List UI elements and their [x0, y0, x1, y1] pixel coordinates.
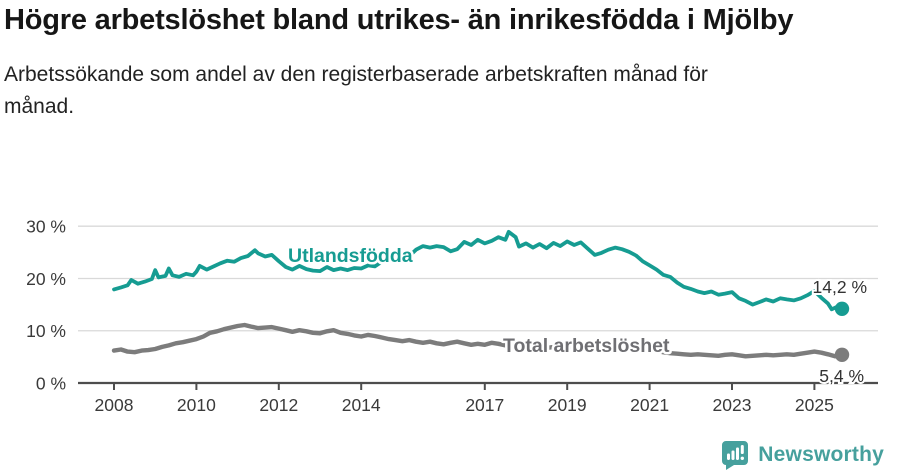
bar-large: [736, 447, 740, 460]
line-chart-canvas: 0 % 10 % 20 % 30 % 2008 2010 2012 2014 2017 2019 2…: [26, 217, 878, 415]
x-axis-tick-label: 2017: [465, 395, 504, 415]
page-title: Högre arbetslöshet bland utrikes- än inr…: [4, 4, 794, 36]
series-end-value-label: 5,4 %: [819, 366, 864, 386]
y-axis-tick-label: 0 %: [36, 374, 66, 394]
exclamation-stem: [741, 445, 745, 454]
chart-subtitle: Arbetssökande som andel av den registerb…: [4, 63, 708, 118]
y-axis-tick-label: 10 %: [26, 321, 66, 341]
speech-bubble-shape: [722, 441, 749, 470]
series-end-value-label: 14,2 %: [813, 277, 867, 297]
exclamation-dot: [740, 456, 745, 460]
x-axis-tick-label: 2021: [630, 395, 669, 415]
speech-bubble-bar-chart-icon: [722, 441, 749, 470]
series-label: Total arbetslöshet: [503, 335, 670, 357]
brand-name: Newsworthy: [758, 443, 884, 466]
y-axis-tick-label: 20 %: [26, 269, 66, 289]
x-axis-tick-label: 2023: [713, 395, 752, 415]
line-chart: 0 % 10 % 20 % 30 % 2008 2010 2012 2014 2017 2019 2…: [0, 200, 900, 430]
series-label: Utlandsfödda: [288, 245, 413, 267]
x-axis-tick-label: 2025: [795, 395, 834, 415]
y-axis-tick-label: 30 %: [26, 217, 66, 237]
x-axis-tick-label: 2010: [177, 395, 216, 415]
x-axis-tick-label: 2008: [95, 395, 134, 415]
x-axis-tick-label: 2019: [548, 395, 587, 415]
series-end-dot: [834, 301, 850, 316]
bar-medium: [731, 450, 735, 460]
x-axis-tick-label: 2014: [342, 395, 381, 415]
series-end-dot: [834, 347, 850, 362]
x-axis-tick-label: 2012: [259, 395, 298, 415]
bar-small: [727, 453, 731, 460]
series-line-total: [111, 322, 845, 359]
series-line-utlandsfodda: [112, 229, 844, 312]
chart-header: Högre arbetslöshet bland utrikes- än inr…: [4, 2, 864, 122]
newsworthy-brand[interactable]: Newsworthy: [721, 440, 884, 470]
